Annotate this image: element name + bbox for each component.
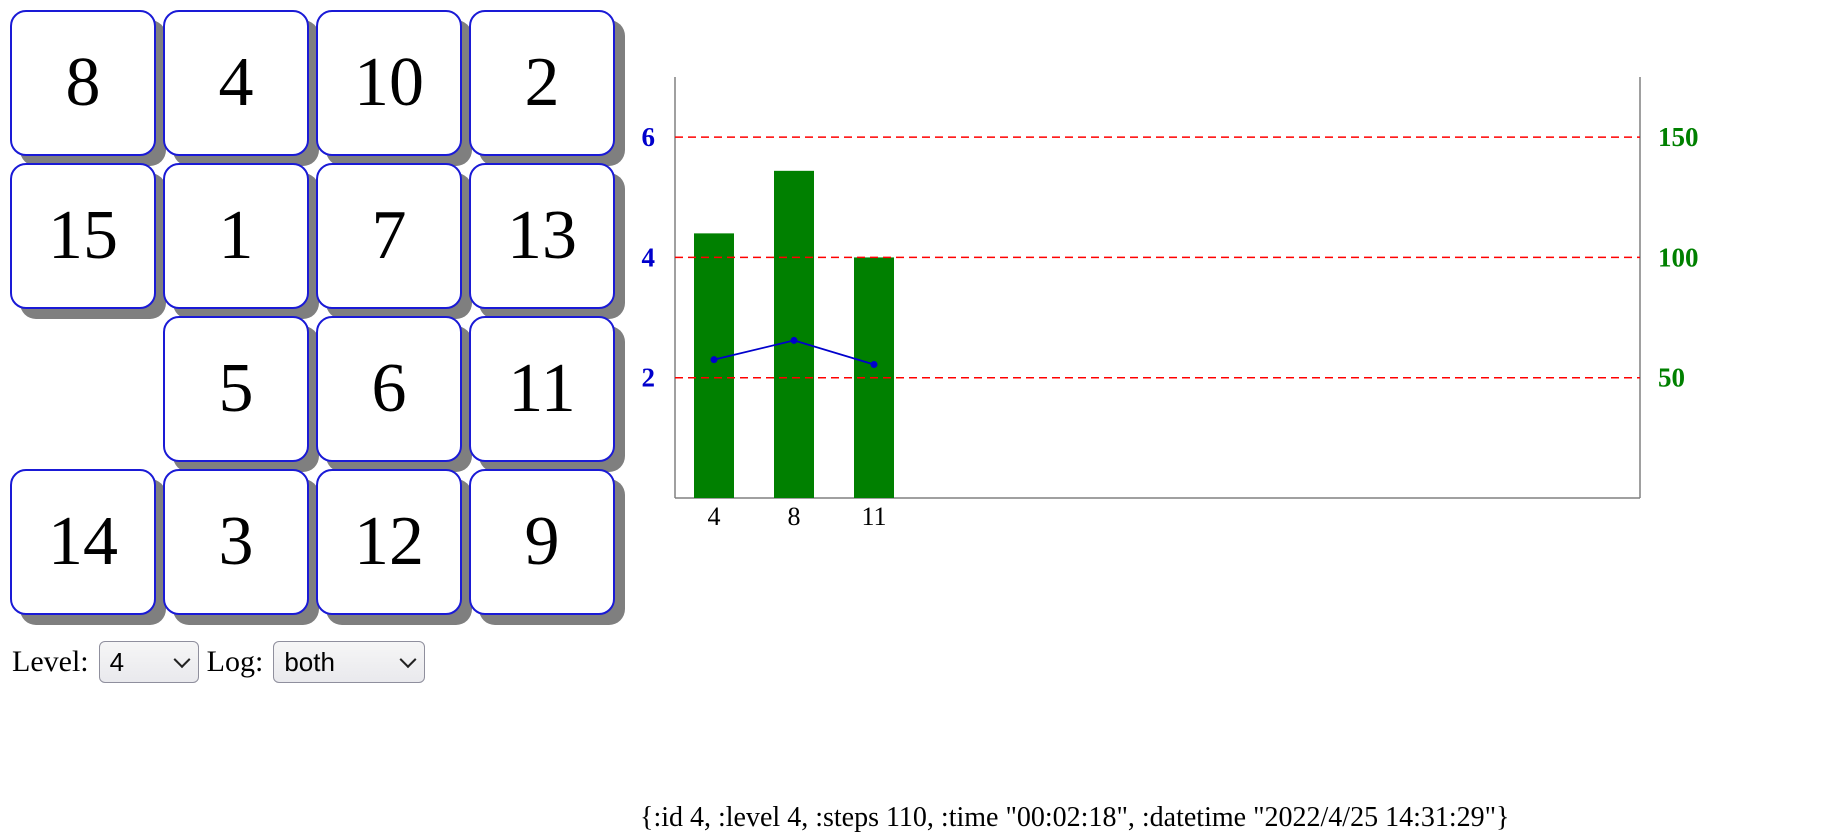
- level-select[interactable]: 4: [98, 641, 199, 683]
- left-tick-label: 4: [642, 242, 656, 272]
- level-label: Level:: [12, 645, 89, 678]
- tile-1[interactable]: 1: [163, 163, 309, 309]
- level-select-value: 4: [109, 646, 125, 677]
- tile-9[interactable]: 9: [469, 469, 615, 615]
- time-point-4: [710, 356, 718, 364]
- tile-10[interactable]: 10: [316, 10, 462, 156]
- tile-12[interactable]: 12: [316, 469, 462, 615]
- log-list: {:id 4, :level 4, :steps 110, :time "00:…: [640, 698, 1524, 839]
- tile-6[interactable]: 6: [316, 316, 462, 462]
- log-select-value: both: [284, 646, 335, 677]
- tile-14[interactable]: 14: [10, 469, 156, 615]
- tile-3[interactable]: 3: [163, 469, 309, 615]
- time-point-8: [790, 336, 798, 344]
- bar-8: [774, 170, 814, 498]
- time-point-11: [870, 360, 878, 368]
- tile-13[interactable]: 13: [469, 163, 615, 309]
- right-tick-label: 50: [1658, 363, 1685, 393]
- left-tick-label: 2: [642, 363, 656, 393]
- x-tick-label: 8: [788, 502, 801, 531]
- tile-5[interactable]: 5: [163, 316, 309, 462]
- right-tick-label: 100: [1658, 242, 1699, 272]
- tile-4[interactable]: 4: [163, 10, 309, 156]
- tile-2[interactable]: 2: [469, 10, 615, 156]
- log-label: Log:: [206, 645, 264, 678]
- bar-4: [694, 233, 734, 498]
- tile-11[interactable]: 11: [469, 316, 615, 462]
- puzzle-board: 8 4 10 2 15 1 7 13 5 6 11 14 3 12 9: [10, 10, 630, 630]
- tile-8[interactable]: 8: [10, 10, 156, 156]
- tile-15[interactable]: 15: [10, 163, 156, 309]
- log-entry: {:id 4, :level 4, :steps 110, :time "00:…: [640, 802, 1510, 833]
- tile-7[interactable]: 7: [316, 163, 462, 309]
- x-tick-label: 4: [708, 502, 721, 531]
- left-tick-label: 6: [642, 122, 656, 152]
- log-select[interactable]: both: [273, 641, 426, 683]
- controls-bar: Level: 4 Log: both: [12, 640, 433, 684]
- right-tick-label: 150: [1658, 122, 1699, 152]
- stats-chart: 2 4 6 50 100 150 4 8 11: [642, 77, 1699, 531]
- x-tick-label: 11: [861, 502, 886, 531]
